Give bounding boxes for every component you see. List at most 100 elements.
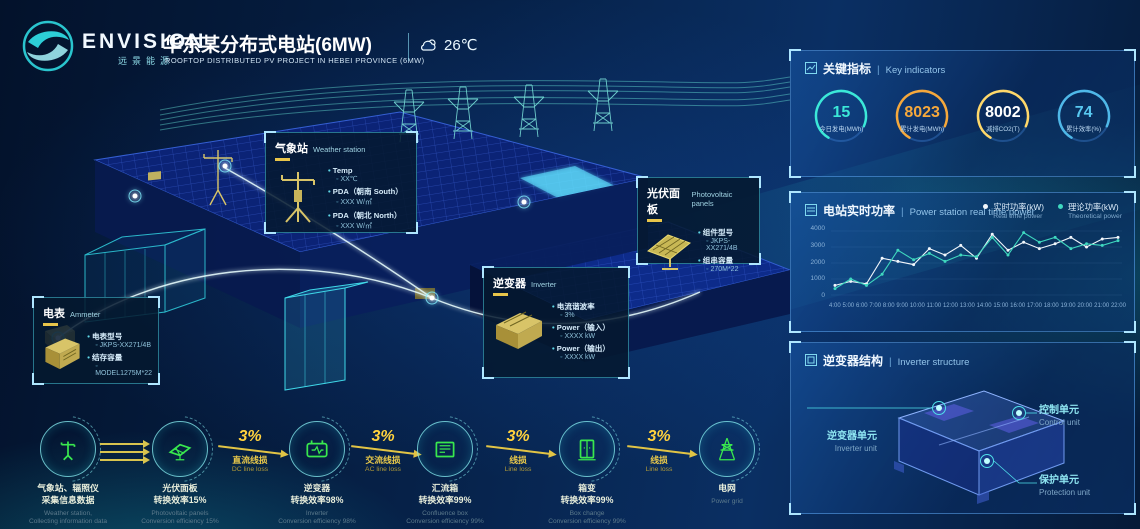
gauge-ring: [895, 89, 949, 143]
x-tick: 5:00: [842, 303, 855, 309]
legend-sublabel: Real time power: [993, 213, 1043, 220]
pv-panel-icon: [646, 234, 692, 270]
panel-title-en: Power station real time power: [909, 207, 1035, 218]
inverter-3d-svg: [807, 390, 1066, 504]
flow-label-cn: 电网: [718, 483, 736, 493]
flow-arrow-line-loss-1: 3% 线损 Line loss: [481, 428, 555, 473]
panel-title-cn: 电站实时功率: [823, 204, 896, 218]
metric-label: 电表型号: [87, 331, 152, 342]
x-tick: 12:00: [942, 303, 958, 309]
label-cn: 保护单元: [1039, 475, 1079, 486]
metric-value: XX℃: [328, 175, 410, 183]
flow-step-power-grid: 电网 Power grid: [667, 421, 787, 506]
flow-arrow-ac-loss: 3% 交流线损 AC line loss: [346, 428, 420, 473]
page-title: 华东某分布式电站(6MW): [163, 35, 372, 56]
x-tick: 17:00: [1026, 303, 1042, 309]
chart-legend: 实时功率(kW) Real time power 理论功率(kW) Theore…: [983, 201, 1122, 220]
label-protection-unit: 保护单元 Protection unit: [1039, 475, 1090, 498]
label-control-unit: 控制单元 Control unit: [1039, 405, 1080, 428]
metric-value: 270M*22: [698, 266, 753, 273]
arrow-line: [100, 440, 150, 448]
power-chart-icon: [805, 204, 817, 216]
panel-title-cn: 逆变器结构: [823, 354, 884, 368]
flow-circle: [152, 421, 208, 477]
flow-arrow-dc-loss: 3% 直流线损 DC line loss: [213, 428, 287, 473]
callout-title-cn: 电表: [43, 308, 65, 320]
inverter-flow-icon: [306, 440, 328, 458]
flow-label-en: Box change Conversion efficiency 99%: [548, 509, 626, 526]
metric-value: XXXX kW: [552, 354, 622, 361]
x-tick: 15:00: [993, 303, 1009, 309]
loss-label-cn: 交流线损: [365, 455, 401, 465]
label-en: Control unit: [1039, 417, 1080, 427]
gauge-label: 今日发电(MWh): [819, 126, 864, 133]
metric: 电流谐波率 3%: [552, 301, 622, 319]
gauge-today-generation: 15 今日发电(MWh): [809, 83, 873, 155]
callout-inverter[interactable]: 逆变器 Inverter 电流谐波率 3% Power（输入） XXXX kW: [482, 266, 630, 379]
callout-pv-panels[interactable]: 光伏面板 Photovoltaic panels 组件型号 JKPS-XX271…: [636, 176, 761, 273]
loss-label-en: AC line loss: [365, 466, 401, 473]
x-tick: 18:00: [1043, 303, 1059, 309]
metric: Temp XX℃: [328, 166, 410, 183]
y-tick: 0: [821, 292, 825, 299]
callout-title-cn: 光伏面板: [647, 188, 680, 216]
metric: 组件型号 JKPS-XX271/4B: [698, 227, 753, 252]
flow-label-en: Weather station, Collecting information d…: [28, 509, 108, 526]
flow-label-cn: 气象站、辐照仪 采集信息数据: [37, 483, 99, 505]
loss-label-en: Line loss: [504, 466, 532, 473]
panel-title-en: Inverter structure: [897, 357, 970, 368]
legend-dot: [983, 204, 989, 209]
flow-label-cn: 箱变 转换效率99%: [560, 483, 614, 505]
flow-label-en: Confluence box Conversion efficiency 99%: [406, 509, 484, 526]
header-divider: [408, 33, 409, 61]
metric-label: 电流谐波率: [552, 301, 622, 312]
x-tick: 7:00: [869, 303, 882, 309]
metric-value: XXX W/㎡: [328, 197, 410, 207]
flow-circle: [289, 421, 345, 477]
gauge-value: 8002: [985, 104, 1021, 121]
gauge-value: 74: [1074, 104, 1093, 121]
legend-label: 实时功率(kW): [993, 202, 1044, 212]
gauge-label: 累计效率(%): [1066, 126, 1102, 133]
x-tick: 13:00: [959, 303, 975, 309]
title-underline: [275, 158, 290, 161]
gauge-ring: [976, 89, 1030, 143]
metric: 结存容量 MODEL1275M*22: [87, 352, 152, 377]
flow-circle: [417, 421, 473, 477]
header: ENVISION 远景能源 华东某分布式电站(6MW) ROOFTOP DIST…: [0, 0, 1140, 78]
panel-power-chart: 电站实时功率 | Power station real time power 实…: [789, 191, 1136, 333]
y-tick: 4000: [810, 225, 825, 232]
callout-weather-station[interactable]: 气象站 Weather station Temp XX℃ PDA（朝南 Sout…: [264, 131, 418, 234]
weather-station-flow-icon: [60, 441, 76, 461]
legend-sublabel: Theoretical power: [1067, 213, 1122, 220]
brand-name: ENVISION: [82, 30, 207, 53]
flow-circle: [559, 421, 615, 477]
chart-x-axis: 4:00 5:00 6:00 7:00 8:00 9:00 10:00 11:00 12:00 1…: [829, 303, 1126, 309]
metric-label: 组串容量: [698, 255, 753, 266]
x-tick: 22:00: [1110, 303, 1126, 309]
chart-plot-area: [831, 227, 1122, 297]
flow-step-weather-station: 气象站、辐照仪 采集信息数据 Weather station, Collecting…: [8, 421, 128, 527]
gauge-ring: [815, 89, 868, 143]
x-tick: 20:00: [1077, 303, 1093, 309]
legend-dot: [1057, 204, 1063, 209]
weather-widget: 26℃: [420, 36, 478, 54]
label-en: Inverter unit: [834, 443, 877, 453]
panel-header: 逆变器结构 | Inverter structure: [791, 343, 1134, 369]
metric-value: XXX W/㎡: [328, 221, 410, 231]
label-cn: 逆变器单元: [827, 431, 877, 442]
metric-label: PDA（朝北 North）: [328, 210, 410, 221]
callout-metrics: Temp XX℃ PDA（朝南 South） XXX W/㎡ PDA（朝北 No…: [328, 164, 410, 234]
y-tick: 3000: [810, 241, 825, 249]
title-underline: [43, 323, 58, 326]
inverter-3d-model: 逆变器单元 Inverter unit 控制单元 Control unit 保护…: [791, 365, 1136, 513]
flow-label-cn: 光伏面板 转换效率15%: [153, 483, 207, 505]
gauge-value: 8023: [904, 104, 940, 121]
callout-title-en: Ammeter: [70, 310, 101, 319]
y-tick: 1000: [810, 275, 825, 283]
callout-ammeter[interactable]: 电表 Ammeter 电表型号 JKPS-XX271/4B 结存容量 MODEL…: [32, 296, 160, 385]
pv-panels-flow-icon: [168, 443, 192, 461]
gauge-label: 累计发电(MWh): [900, 126, 945, 133]
cloud-weather-icon: [421, 39, 436, 51]
